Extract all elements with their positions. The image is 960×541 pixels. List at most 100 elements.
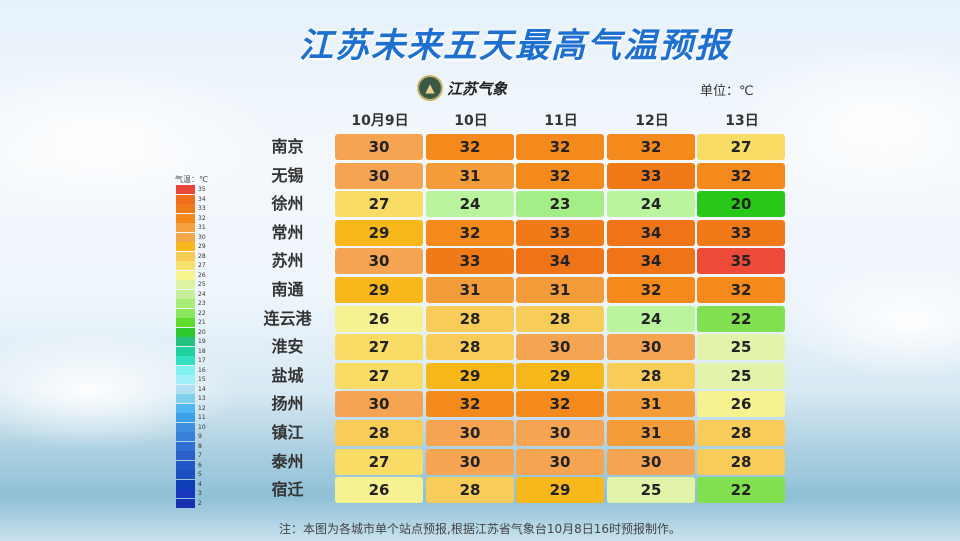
temperature-cell: 25 bbox=[697, 334, 785, 361]
legend-label: 13 bbox=[198, 395, 206, 402]
legend-label: 27 bbox=[198, 262, 206, 269]
legend-swatch bbox=[176, 422, 195, 432]
temperature-cell: 30 bbox=[516, 448, 604, 475]
legend-swatch bbox=[176, 441, 195, 451]
legend-swatch bbox=[176, 280, 195, 289]
logo-text: 江苏气象 bbox=[447, 79, 508, 98]
temperature-cell: 32 bbox=[697, 162, 785, 189]
column-header: 13日 bbox=[725, 113, 759, 129]
legend-label: 19 bbox=[198, 338, 206, 345]
temperature-cell: 29 bbox=[426, 362, 514, 389]
legend-swatch bbox=[176, 251, 195, 261]
temperature-cell: 25 bbox=[697, 362, 785, 389]
legend-label: 5 bbox=[198, 471, 202, 478]
temperature-cell: 28 bbox=[426, 305, 514, 332]
legend-swatch bbox=[176, 242, 195, 251]
legend-label: 35 bbox=[198, 186, 206, 193]
legend-swatch bbox=[176, 213, 195, 223]
temperature-cell: 33 bbox=[607, 162, 695, 189]
legend-label: 3 bbox=[198, 490, 202, 497]
temperature-cell: 28 bbox=[426, 477, 514, 504]
temperature-cell: 29 bbox=[335, 219, 423, 246]
city-label: 泰州 bbox=[271, 451, 304, 471]
temperature-cell: 27 bbox=[335, 448, 423, 475]
legend-label: 10 bbox=[198, 423, 206, 431]
temperature-cell: 24 bbox=[607, 305, 695, 332]
legend-label: 22 bbox=[198, 309, 206, 317]
temperature-cell: 28 bbox=[697, 420, 785, 446]
temperature-cell: 29 bbox=[516, 477, 604, 504]
legend-label: 15 bbox=[198, 376, 206, 383]
temperature-cell: 28 bbox=[697, 448, 785, 475]
legend-swatch bbox=[176, 432, 195, 441]
legend-label: 9 bbox=[198, 433, 202, 440]
legend-label: 16 bbox=[198, 366, 206, 374]
legend-label: 32 bbox=[198, 214, 206, 222]
temperature-cell: 31 bbox=[426, 277, 514, 303]
legend-label: 12 bbox=[198, 404, 206, 412]
legend-label: 2 bbox=[198, 499, 202, 507]
temperature-cell: 33 bbox=[697, 219, 785, 246]
temperature-cell: 32 bbox=[426, 134, 514, 160]
temperature-cell: 28 bbox=[516, 305, 604, 332]
temperature-cell: 30 bbox=[426, 420, 514, 446]
temperature-cell: 27 bbox=[335, 191, 423, 218]
legend-label: 29 bbox=[198, 243, 206, 250]
temperature-cell: 35 bbox=[697, 248, 785, 275]
column-header: 10月9日 bbox=[351, 113, 409, 129]
city-label: 苏州 bbox=[271, 251, 304, 271]
legend-swatch bbox=[176, 356, 195, 365]
temperature-cell: 31 bbox=[516, 277, 604, 303]
temperature-cell: 22 bbox=[697, 477, 785, 504]
legend-swatch bbox=[176, 394, 195, 403]
temperature-cell: 30 bbox=[335, 162, 423, 189]
temperature-cell: 27 bbox=[335, 334, 423, 361]
weather-bureau-emblem-icon: ▲ bbox=[417, 75, 443, 101]
legend-label: 8 bbox=[198, 442, 202, 450]
legend-swatch bbox=[176, 318, 195, 327]
logo: ▲ 江苏气象 bbox=[417, 75, 507, 101]
column-header: 10日 bbox=[454, 113, 488, 129]
city-label: 盐城 bbox=[271, 365, 304, 385]
temperature-cell: 29 bbox=[335, 277, 423, 303]
temperature-cell: 27 bbox=[697, 134, 785, 160]
city-label: 徐州 bbox=[271, 194, 304, 214]
city-label: 宿迁 bbox=[271, 480, 304, 500]
temperature-cell: 23 bbox=[516, 191, 604, 218]
legend-swatch bbox=[176, 384, 195, 394]
temperature-cell: 30 bbox=[335, 248, 423, 275]
temperature-cell: 32 bbox=[607, 277, 695, 303]
temperature-cell: 32 bbox=[516, 391, 604, 418]
temperature-cell: 32 bbox=[697, 277, 785, 303]
unit-label: 单位：℃ bbox=[700, 84, 754, 99]
city-label: 南京 bbox=[271, 137, 304, 156]
temperature-cell: 33 bbox=[426, 248, 514, 275]
temperature-cell: 30 bbox=[335, 391, 423, 418]
temperature-cell: 30 bbox=[426, 448, 514, 475]
legend-swatch bbox=[176, 194, 195, 204]
legend-swatch bbox=[176, 223, 195, 232]
temperature-cell: 31 bbox=[607, 420, 695, 446]
temperature-cell: 31 bbox=[607, 391, 695, 418]
city-label: 无锡 bbox=[271, 165, 304, 185]
legend-swatch bbox=[176, 232, 195, 242]
legend-label: 25 bbox=[198, 281, 206, 288]
temperature-cell: 30 bbox=[335, 134, 423, 160]
legend-swatch bbox=[176, 403, 195, 413]
legend-swatch bbox=[176, 375, 195, 384]
legend-label: 17 bbox=[198, 357, 206, 364]
legend-swatch bbox=[176, 204, 195, 213]
temperature-cell: 20 bbox=[697, 191, 785, 218]
legend-label: 4 bbox=[198, 480, 202, 488]
legend-label: 7 bbox=[198, 452, 202, 459]
legend-swatch bbox=[176, 308, 195, 318]
legend-swatch bbox=[176, 185, 195, 194]
column-header: 11日 bbox=[544, 113, 578, 129]
legend-swatch bbox=[176, 327, 195, 337]
city-label: 镇江 bbox=[271, 423, 304, 442]
legend-label: 23 bbox=[198, 300, 206, 307]
temperature-cell: 32 bbox=[426, 391, 514, 418]
page-title: 江苏未来五天最高气温预报 bbox=[299, 26, 731, 66]
legend-label: 11 bbox=[198, 414, 206, 421]
temperature-cell: 32 bbox=[426, 219, 514, 246]
